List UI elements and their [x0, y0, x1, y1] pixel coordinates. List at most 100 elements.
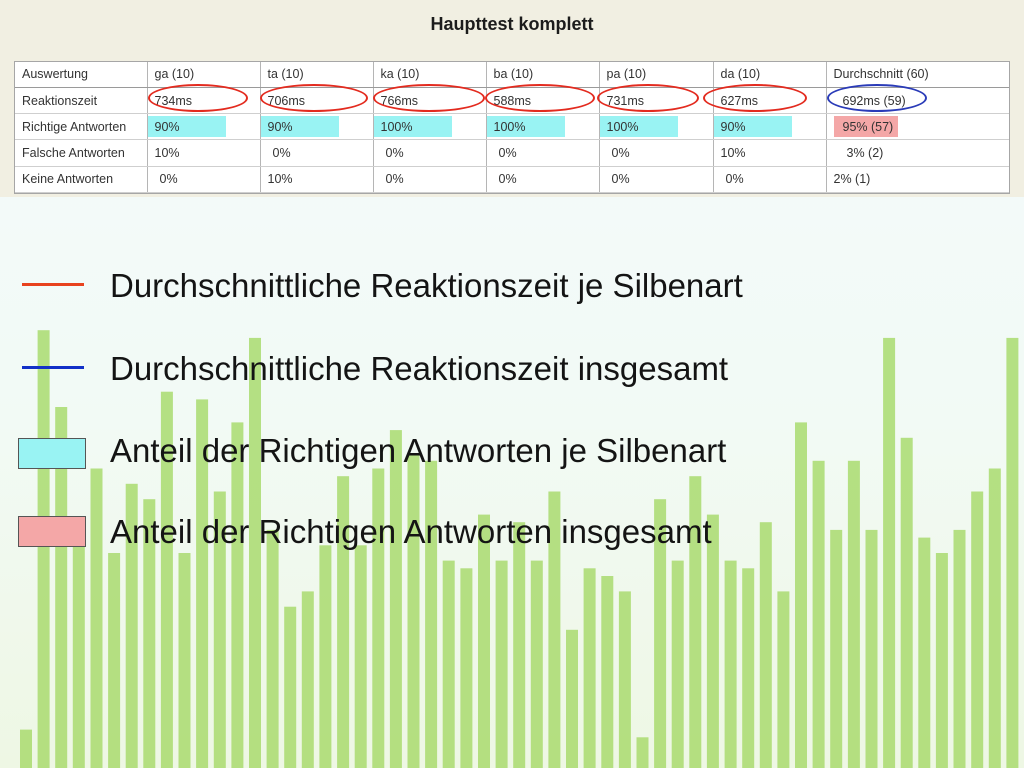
ellipse-ta	[260, 84, 368, 112]
row-label: Reaktionszeit	[15, 87, 148, 115]
table-row: Keine Antworten 0% 10% 0% 0% 0% 0% 2% (1…	[15, 166, 1009, 194]
ellipse-da	[703, 84, 807, 112]
highlight-cyan	[713, 116, 792, 138]
table-cell: 0%	[486, 139, 600, 167]
decor-bar	[389, 430, 402, 768]
decor-bar	[249, 337, 261, 768]
decor-bar	[425, 460, 438, 768]
decor-bar	[213, 491, 226, 768]
decor-bar	[178, 553, 191, 768]
decor-bar	[478, 514, 490, 768]
table-cell: 0%	[713, 166, 827, 194]
decor-bar	[72, 529, 85, 768]
decor-bar	[266, 529, 279, 768]
decor-bar	[689, 476, 702, 768]
highlight-pink	[833, 116, 898, 138]
decor-bar	[1006, 337, 1019, 768]
decor-bar	[654, 499, 667, 768]
cell-value: 90%	[154, 119, 180, 134]
results-window: Haupttest komplett Auswertung ga (10) ta…	[0, 0, 1024, 197]
decor-bar	[108, 553, 121, 768]
table-cell: 90%	[713, 113, 827, 141]
row-label: Richtige Antworten	[15, 113, 148, 141]
header-cell: ka (10)	[373, 62, 487, 88]
highlight-cyan	[260, 116, 339, 138]
decor-bar	[196, 399, 209, 768]
cell-value: 90%	[720, 119, 746, 134]
decor-bar	[988, 468, 1001, 768]
decor-bar	[143, 499, 156, 768]
table-cell: 0%	[373, 166, 487, 194]
table-cell: 0%	[599, 166, 714, 194]
decor-bar	[900, 437, 913, 768]
decor-bar	[618, 591, 631, 768]
table-cell: 95% (57)	[826, 113, 1009, 141]
table-cell: 90%	[260, 113, 374, 141]
row-label: Keine Antworten	[15, 166, 148, 194]
cell-value: 100%	[380, 119, 413, 134]
decor-bar	[55, 407, 68, 768]
ellipse-ga	[148, 84, 248, 112]
table-cell: 3% (2)	[826, 139, 1009, 167]
table-cell: 10%	[147, 139, 261, 167]
decor-bar	[777, 591, 790, 768]
results-grid: Auswertung ga (10) ta (10) ka (10) ba (1…	[15, 62, 1009, 194]
table-cell: 10%	[260, 166, 374, 194]
table-cell: 100%	[373, 113, 487, 141]
results-table: Auswertung ga (10) ta (10) ka (10) ba (1…	[14, 61, 1010, 194]
decor-bar	[548, 491, 561, 768]
decor-bar	[513, 522, 526, 768]
table-cell: 0%	[260, 139, 374, 167]
cell-value: 90%	[267, 119, 293, 134]
decor-bar	[125, 483, 138, 768]
decor-bar	[160, 391, 173, 768]
header-cell: Auswertung	[15, 62, 148, 88]
decor-bar	[601, 576, 614, 768]
decor-bar	[706, 514, 719, 768]
table-cell: 0%	[373, 139, 487, 167]
decor-bar	[90, 468, 103, 768]
table-row: Falsche Antworten 10% 0% 0% 0% 0% 10% 3%…	[15, 139, 1009, 167]
decor-bar	[583, 568, 596, 768]
decor-bar	[319, 545, 332, 768]
decor-bar	[301, 591, 314, 768]
ellipse-pa	[597, 84, 699, 112]
decor-bar	[742, 568, 755, 768]
table-cell: 0%	[147, 166, 261, 194]
table-cell: 0%	[599, 139, 714, 167]
cell-value: 100%	[606, 119, 639, 134]
table-row: Richtige Antworten 90% 90% 100% 100% 100…	[15, 113, 1009, 141]
decor-bar	[830, 529, 843, 768]
highlight-cyan	[373, 116, 452, 138]
cell-value: 95% (57)	[842, 119, 894, 134]
decor-bar	[953, 529, 966, 768]
highlight-cyan	[486, 116, 565, 138]
decor-bar	[759, 522, 772, 768]
decor-bar	[883, 337, 896, 768]
decor-bar	[636, 737, 649, 768]
ellipse-ka	[373, 84, 485, 112]
table-cell: 100%	[486, 113, 600, 141]
decor-bar	[935, 553, 948, 768]
decor-bar	[530, 560, 543, 768]
ellipse-average	[827, 84, 927, 112]
decor-bar	[495, 560, 508, 768]
table-header-row: Auswertung ga (10) ta (10) ka (10) ba (1…	[15, 62, 1009, 88]
panel-title: Haupttest komplett	[430, 14, 594, 34]
decor-bar	[918, 537, 931, 768]
decor-bar	[566, 629, 578, 768]
decor-bar	[671, 560, 684, 768]
decor-bar	[724, 560, 737, 768]
highlight-cyan	[599, 116, 678, 138]
decor-bar	[20, 729, 32, 768]
row-label: Falsche Antworten	[15, 139, 148, 167]
decor-bar	[37, 330, 50, 768]
ellipse-ba	[485, 84, 595, 112]
header-cell: Durchschnitt (60)	[826, 62, 1009, 88]
decor-bar	[372, 468, 385, 768]
table-cell: 100%	[599, 113, 714, 141]
table-cell: 90%	[147, 113, 261, 141]
decor-bar	[284, 606, 297, 768]
decor-bar	[354, 545, 367, 768]
